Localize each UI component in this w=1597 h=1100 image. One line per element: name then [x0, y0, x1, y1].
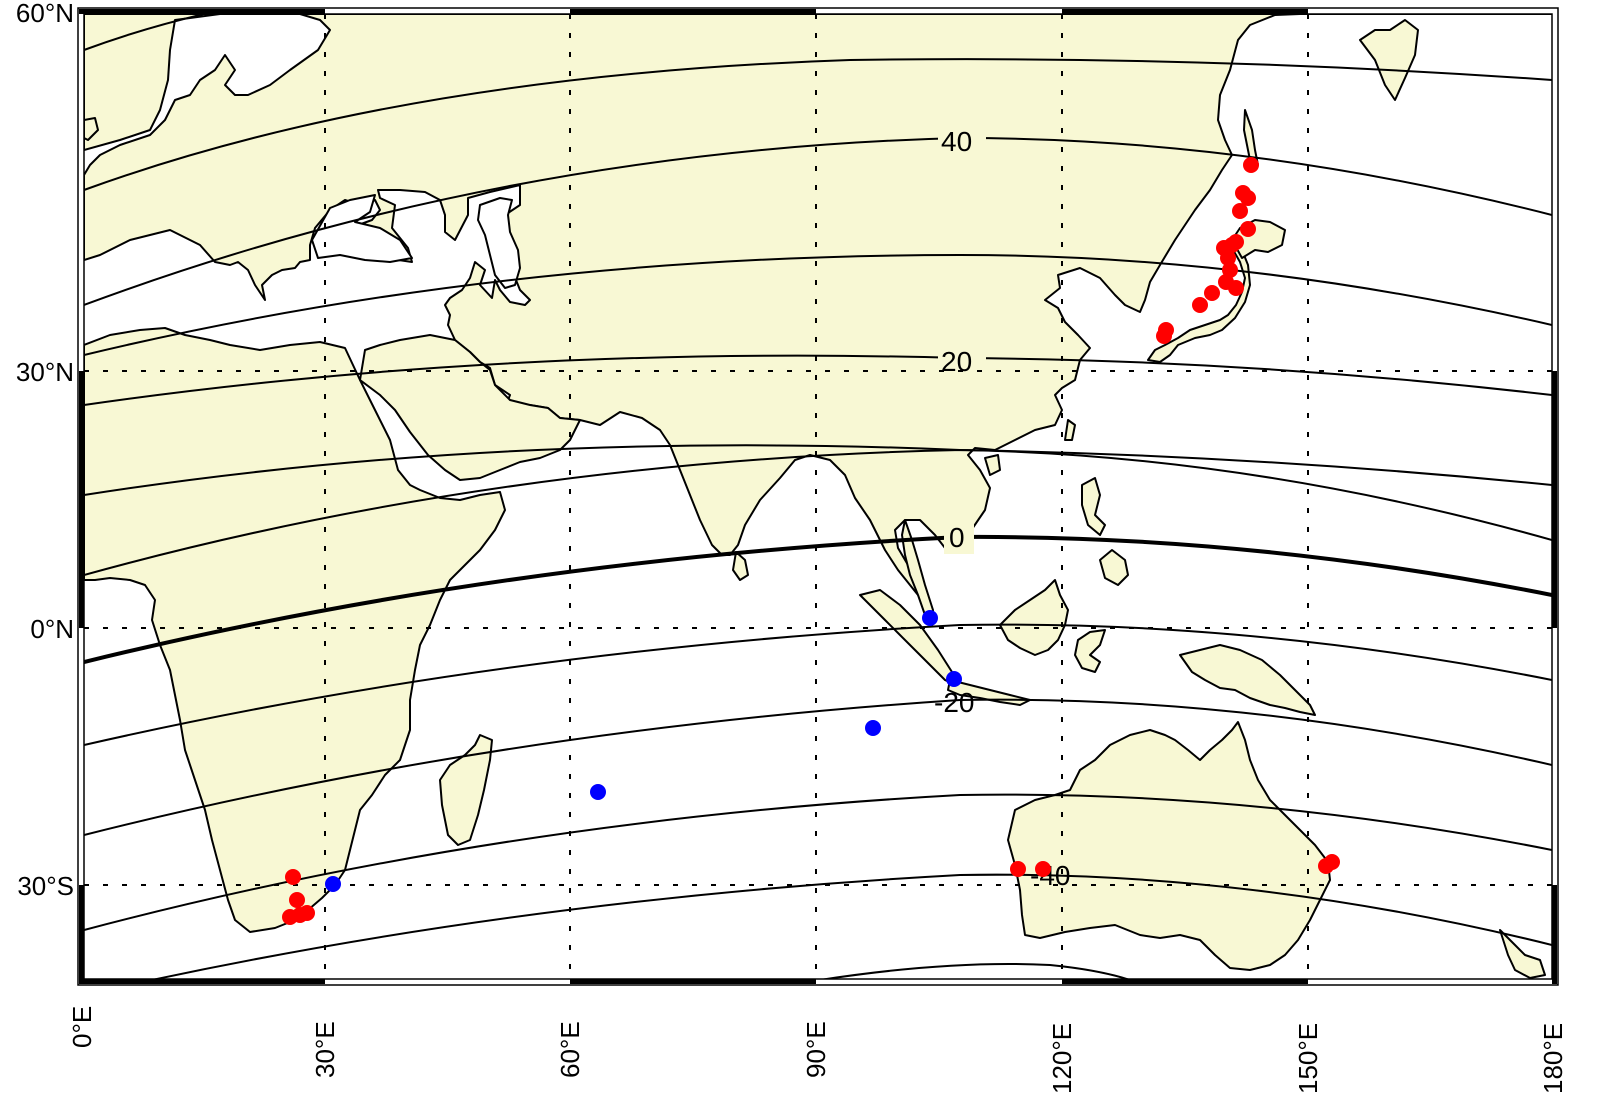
landmass-borneo — [999, 579, 1069, 656]
landmass-arabia — [359, 334, 581, 481]
station-red-marker[interactable] — [1324, 854, 1340, 870]
station-red-marker[interactable] — [1240, 221, 1256, 237]
contour-label-40: 40 — [941, 126, 972, 157]
landmass-kamchatka — [1359, 19, 1419, 101]
landmass-newzealand — [1499, 929, 1546, 979]
landmass-britain — [84, 117, 99, 141]
station-red-marker[interactable] — [1010, 861, 1026, 877]
contour-line-0 — [84, 534, 1552, 664]
station-red-marker[interactable] — [1035, 861, 1051, 877]
station-red-marker[interactable] — [1240, 190, 1256, 206]
contour-line-neg20 — [84, 698, 1552, 836]
lon-label-120e: 120°E — [1047, 1022, 1077, 1094]
landmass-hainan — [984, 454, 1001, 476]
contour-line-40 — [84, 136, 1552, 306]
contour-label-neg40: -40 — [1030, 860, 1070, 891]
lon-label-180e: 180°E — [1538, 1022, 1568, 1094]
contour-label-20: 20 — [941, 346, 972, 377]
lon-label-0e: 0°E — [67, 1005, 97, 1048]
contour-line-60 — [84, 14, 209, 51]
station-blue-marker[interactable] — [946, 671, 962, 687]
station-blue-marker[interactable] — [325, 876, 341, 892]
lat-label-0n: 0°N — [30, 614, 74, 644]
landmass-taiwan — [1064, 419, 1076, 441]
contour-line-neg50 — [819, 963, 1131, 979]
contour-line-30 — [84, 253, 1552, 356]
landmass-australia — [1007, 721, 1331, 971]
contour-labels: 40 20 0 -20 -40 — [934, 125, 1070, 891]
contour-label-neg20: -20 — [934, 687, 974, 718]
lon-label-60e: 60°E — [555, 1021, 585, 1078]
lon-label-90e: 90°E — [801, 1021, 831, 1078]
station-blue-marker[interactable] — [922, 610, 938, 626]
station-red-marker[interactable] — [1192, 297, 1208, 313]
contour-line-10 — [84, 448, 1552, 576]
stations-blue — [325, 610, 962, 892]
station-red-marker[interactable] — [1243, 157, 1259, 173]
contour-line-neg30 — [84, 793, 1552, 931]
station-red-marker[interactable] — [1156, 328, 1172, 344]
landmass-srilanka — [732, 551, 749, 581]
lon-label-150e: 150°E — [1293, 1022, 1323, 1094]
landmass-sulawesi — [1074, 629, 1106, 673]
land-layer — [84, 14, 1552, 979]
lat-label-30s: 30°S — [17, 871, 74, 901]
lon-label-30e: 30°E — [310, 1021, 340, 1078]
station-red-marker[interactable] — [1204, 285, 1220, 301]
landmass-philippines — [1081, 477, 1106, 536]
station-red-marker[interactable] — [1232, 203, 1248, 219]
station-red-marker[interactable] — [1228, 280, 1244, 296]
lake-black-sea — [311, 194, 413, 263]
stations-red — [282, 157, 1340, 925]
landmass-newguinea — [1179, 644, 1316, 716]
station-blue-marker[interactable] — [590, 784, 606, 800]
contour-line-neg40 — [152, 873, 1552, 979]
contour-line-neg10 — [84, 623, 1552, 746]
contour-line-10a — [84, 444, 1552, 496]
station-blue-marker[interactable] — [865, 720, 881, 736]
station-red-marker[interactable] — [285, 869, 301, 885]
contour-line-50 — [84, 58, 1552, 191]
lat-label-30n: 30°N — [15, 357, 74, 387]
contour-label-0: 0 — [949, 522, 965, 553]
contour-layer — [84, 14, 1552, 979]
map-frame — [77, 7, 1559, 986]
landmass-mindanao — [1099, 549, 1129, 586]
station-red-marker[interactable] — [1220, 250, 1236, 266]
station-red-marker[interactable] — [1224, 237, 1240, 253]
landmass-japan — [1147, 247, 1251, 363]
lake-caspian — [477, 197, 521, 289]
lat-label-60n: 60°N — [15, 0, 74, 28]
contour-line-20 — [84, 354, 1552, 406]
station-red-marker[interactable] — [289, 892, 305, 908]
station-red-marker[interactable] — [299, 905, 315, 921]
